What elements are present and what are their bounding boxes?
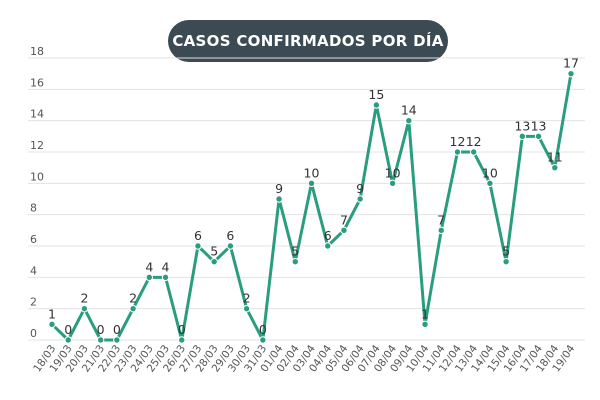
data-point [534,132,543,141]
data-point [259,336,267,344]
data-label: 10 [304,165,320,180]
data-label: 1 [48,306,56,321]
data-label: 2 [129,291,137,306]
data-point [113,336,121,344]
chart-title: CASOS CONFIRMADOS POR DÍA [168,20,448,62]
data-point [291,257,299,266]
data-label: 17 [563,56,579,71]
y-tick-label: 4 [30,264,37,277]
data-point [551,163,559,172]
data-point [388,179,397,188]
data-point [48,320,56,329]
data-point [567,69,575,78]
y-tick-label: 2 [30,296,37,309]
data-label: 14 [401,103,417,118]
y-tick-label: 14 [30,108,44,121]
data-point [340,226,348,235]
data-point [405,116,413,125]
data-point [64,336,72,344]
y-tick-label: 16 [30,76,44,89]
data-point [453,148,462,156]
y-tick-label: 10 [30,170,44,183]
data-point [372,101,381,109]
y-tick-label: 12 [30,139,44,152]
data-point [194,242,202,250]
data-point [242,304,251,313]
data-label: 0 [97,322,105,337]
data-point [486,179,494,188]
data-point [437,226,445,235]
data-label: 12 [450,134,466,149]
y-tick-label: 6 [30,233,37,246]
data-point [210,257,218,266]
data-label: 1 [421,306,429,321]
data-label: 5 [291,244,299,259]
data-label: 5 [210,244,218,259]
data-label: 0 [113,322,121,337]
data-label: 2 [80,291,88,306]
data-label: 0 [259,322,267,337]
data-label: 6 [226,228,234,243]
data-label: 5 [502,244,510,259]
data-label: 6 [194,228,202,243]
data-label: 15 [368,87,384,102]
data-label: 13 [514,118,530,133]
data-label: 0 [178,322,186,337]
data-point [178,336,186,344]
data-point [96,336,105,344]
y-tick-label: 0 [30,327,37,340]
data-label: 7 [340,212,348,227]
data-point [356,195,364,203]
data-point [518,132,527,141]
data-point [324,242,332,250]
y-tick-label: 8 [30,202,37,215]
data-label: 7 [437,212,445,227]
data-point [275,195,283,203]
data-label: 9 [275,181,283,196]
data-point [421,320,429,329]
data-label: 4 [145,259,153,274]
data-label: 4 [162,259,170,274]
data-label: 6 [324,228,332,243]
data-point [502,257,510,266]
y-tick-label: 18 [30,45,44,58]
data-label: 0 [64,322,72,337]
data-point [80,304,89,313]
data-label: 12 [466,134,482,149]
data-point [307,179,316,188]
data-label: 11 [547,150,563,165]
data-point [161,273,170,282]
data-label: 10 [385,165,401,180]
data-label: 13 [531,118,547,133]
data-label: 9 [356,181,364,196]
data-point [145,273,154,282]
data-label: 2 [243,291,251,306]
data-point [469,148,478,156]
data-point [226,242,235,250]
data-label: 10 [482,165,498,180]
data-point [129,304,137,313]
